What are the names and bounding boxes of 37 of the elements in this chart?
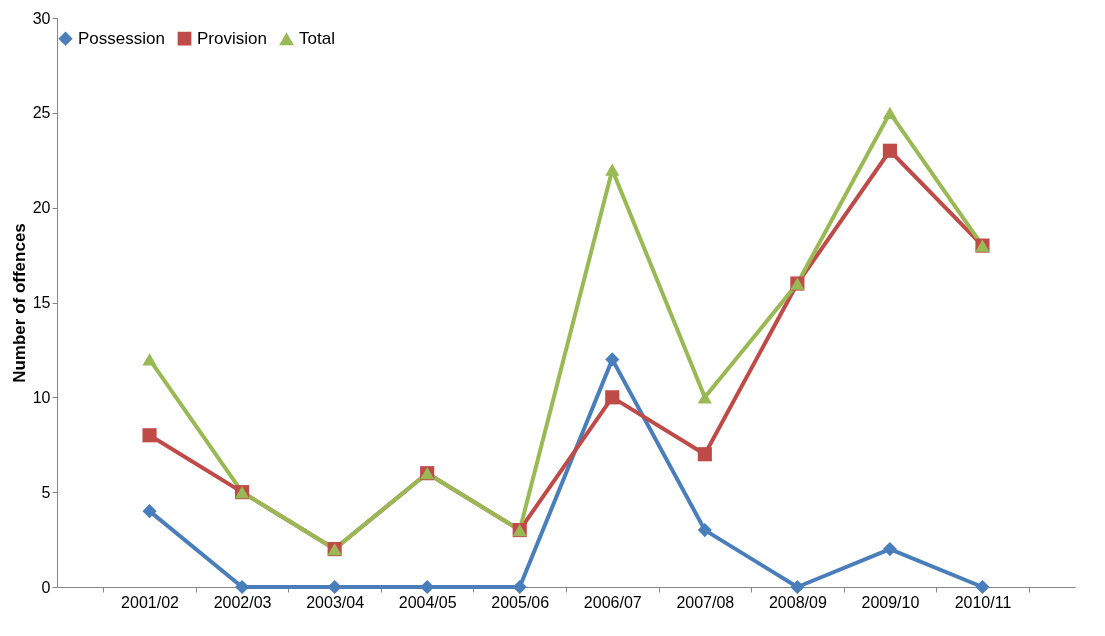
point <box>142 428 157 443</box>
point <box>975 579 990 595</box>
x-tick-label: 2005/06 <box>491 593 550 611</box>
y-tick-label: 30 <box>32 9 51 27</box>
x-tick-label: 2003/04 <box>306 593 365 611</box>
point <box>882 106 897 119</box>
y-tick-label: 10 <box>32 388 51 406</box>
point <box>790 579 805 595</box>
y-axis-title: Number of offences <box>9 223 29 383</box>
x-tick-label: 2010/11 <box>954 593 1012 611</box>
point <box>512 579 527 595</box>
x-tick-label: 2006/07 <box>583 593 642 611</box>
point <box>605 390 620 405</box>
point <box>882 143 897 158</box>
x-tick-label: 2001/02 <box>121 593 180 611</box>
point <box>142 353 157 366</box>
point <box>327 579 342 595</box>
legend-label: Total <box>299 29 335 49</box>
point <box>697 523 712 538</box>
y-tick-label: 0 <box>41 578 51 596</box>
point <box>605 163 620 176</box>
point <box>697 391 712 404</box>
x-tick-label: 2007/08 <box>676 593 735 611</box>
legend-label: Possession <box>78 28 165 48</box>
x-tick-label: 2004/05 <box>398 593 457 611</box>
y-tick-label: 5 <box>41 483 51 501</box>
y-tick-label: 25 <box>32 104 51 122</box>
x-tick-label: 2008/09 <box>768 593 827 611</box>
y-tick-label: 15 <box>32 294 51 311</box>
y-tick-label: 20 <box>32 199 51 217</box>
point <box>605 352 620 367</box>
x-tick-label: 2002/03 <box>213 593 272 611</box>
x-tick-label: 2009/10 <box>861 593 920 611</box>
legend-label: Provision <box>197 28 267 48</box>
point <box>882 542 897 557</box>
point <box>142 504 157 519</box>
point <box>697 447 712 462</box>
